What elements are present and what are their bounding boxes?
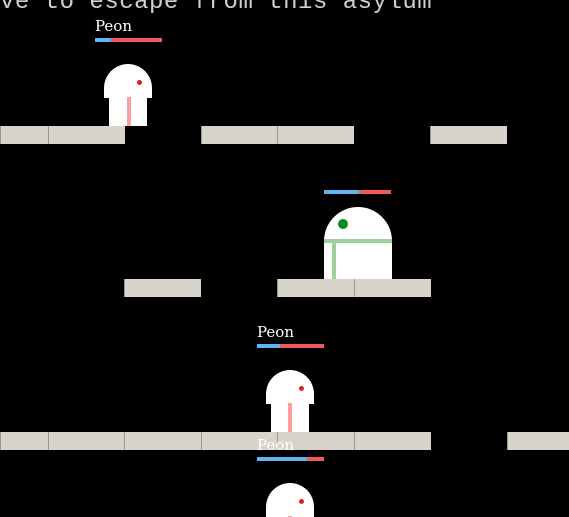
platform-tile — [354, 432, 431, 450]
boss-eye-icon — [338, 219, 348, 229]
scrolling-banner-text: ve to escape from this asylum — [0, 0, 433, 16]
platform-tile — [0, 126, 49, 144]
boss-stripe-horizontal — [324, 239, 392, 243]
unit-name-label: Peon — [257, 323, 294, 341]
health-bar-fill — [307, 457, 324, 461]
health-bar-fill — [111, 38, 162, 42]
platform-tile — [0, 432, 49, 450]
platform-tile — [48, 126, 125, 144]
unit-name-label: Peon — [257, 436, 294, 454]
peon-eye-icon — [299, 386, 304, 391]
mana-bar-fill — [324, 190, 359, 194]
unit-status-bar — [95, 38, 162, 42]
peon-stripe — [288, 403, 292, 432]
mana-bar-fill — [95, 38, 111, 42]
platform-tile — [201, 432, 278, 450]
boss-stripe-vertical — [332, 239, 336, 279]
peon-stripe — [127, 97, 131, 126]
unit-status-bar — [324, 190, 391, 194]
boss-unit[interactable] — [324, 207, 392, 279]
unit-name-label: Peon — [95, 17, 132, 35]
peon-eye-icon — [137, 80, 142, 85]
platform-tile — [48, 432, 125, 450]
peon-eye-icon — [299, 499, 304, 504]
platform-tile — [277, 432, 355, 450]
health-bar-fill — [280, 344, 324, 348]
peon-body — [266, 483, 314, 517]
platform-tile — [124, 279, 201, 297]
peon-unit[interactable] — [266, 370, 314, 432]
unit-status-bar — [257, 457, 324, 461]
platform-tile — [201, 126, 278, 144]
peon-unit[interactable] — [104, 64, 152, 126]
mana-bar-fill — [257, 457, 307, 461]
unit-status-bar — [257, 344, 324, 348]
platform-tile — [354, 279, 431, 297]
platform-tile — [124, 432, 202, 450]
mana-bar-fill — [257, 344, 280, 348]
platform-tile — [277, 279, 355, 297]
platform-tile — [277, 126, 354, 144]
platform-tile — [507, 432, 569, 450]
health-bar-fill — [359, 190, 391, 194]
platform-tile — [430, 126, 507, 144]
peon-unit[interactable] — [266, 483, 314, 517]
